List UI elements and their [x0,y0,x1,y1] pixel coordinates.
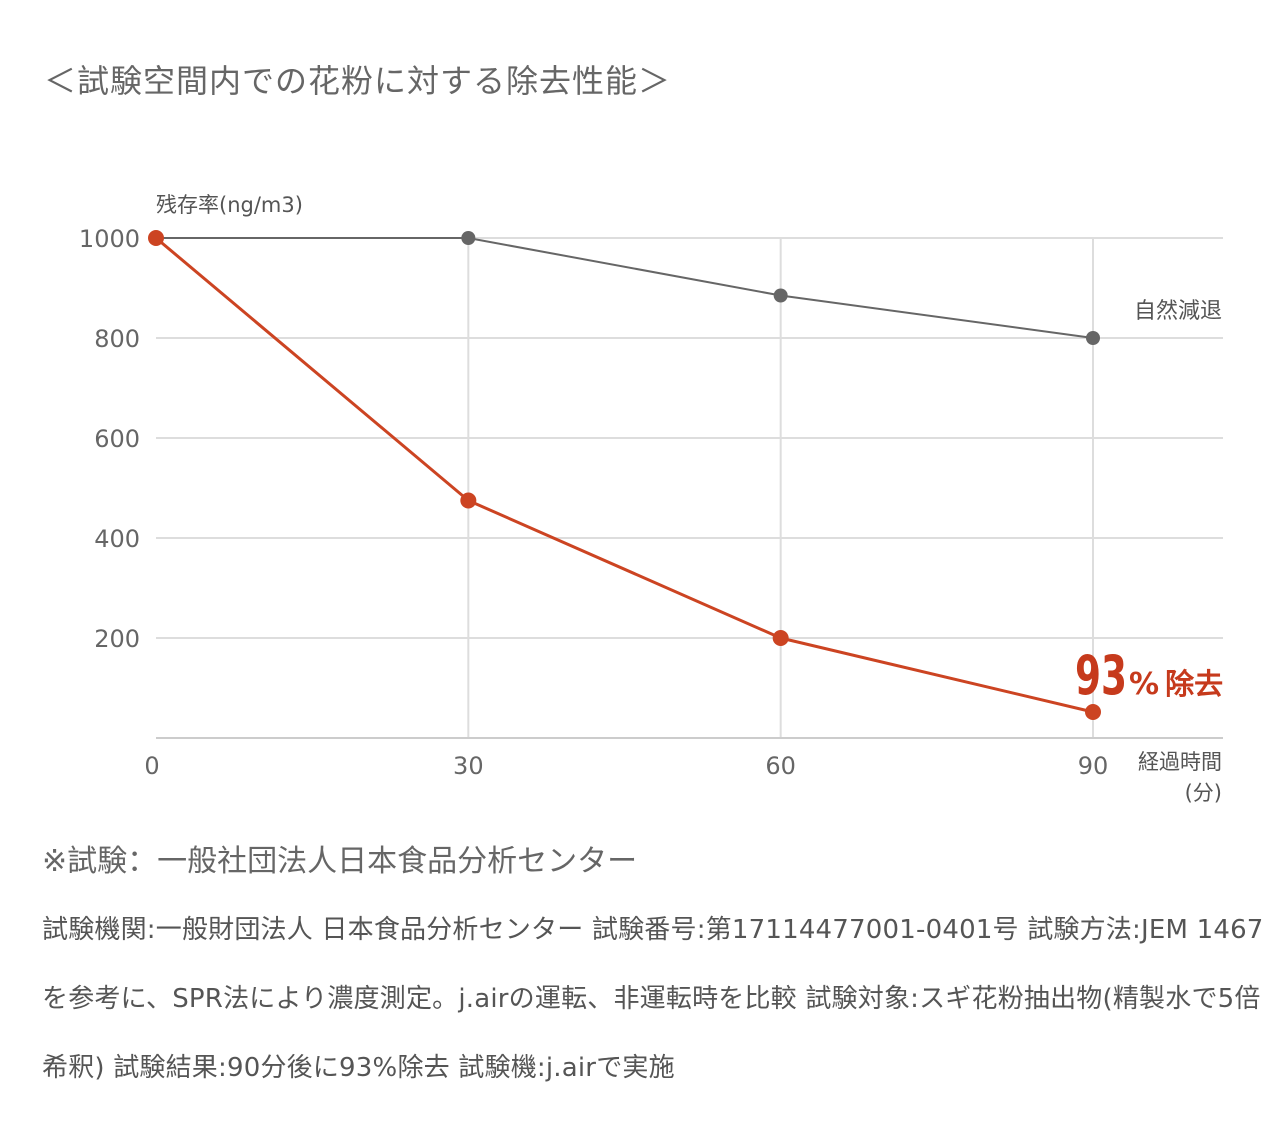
series-0-point-60 [773,288,788,303]
removal-annotation: 93% 除去 [1075,644,1223,707]
axis-labels: 200 400 600 800 1000 0 30 60 90 残存率(ng/m3) 経過時間 (分)… [79,193,1223,805]
x-tick-label-60: 60 [765,752,796,780]
y-tick-label-400: 400 [94,525,140,553]
x-tick-label-30: 30 [453,752,484,780]
series-0-label: 自然減退 [1134,299,1222,324]
y-tick-label-1000: 1000 [79,225,140,253]
series-1-point-0 [148,230,164,246]
x-axis-unit-label: (分) [1185,781,1222,805]
x-tick-label-90: 90 [1078,752,1109,780]
note-body: 試験機関:一般財団法人 日本食品分析センター 試験番号:第17114477001… [42,915,1264,1083]
series-1-point-90 [1085,704,1101,720]
x-tick-label-0: 0 [144,752,159,780]
y-tick-label-600: 600 [94,425,140,453]
removal-annotation-percent: % [1129,667,1159,702]
series-0-line [156,237,1094,339]
note-heading: ※試験：一般社団法人日本食品分析センター [42,844,638,879]
series-1-line [155,236,1094,714]
series-0-point-90 [1086,331,1100,345]
removal-annotation-suffix: 除去 [1165,667,1223,701]
y-tick-label-200: 200 [94,625,140,653]
x-axis-label: 経過時間 [1138,750,1222,774]
series-group [148,230,1101,720]
line-chart: 200 400 600 800 1000 0 30 60 90 残存率(ng/m3) 経過時間 (分)… [79,193,1223,805]
y-axis-label: 残存率(ng/m3) [156,193,303,217]
chart-title: ＜試験空間内での花粉に対する除去性能＞ [44,62,672,100]
removal-annotation-number: 93 [1075,644,1127,707]
series-0-point-30 [461,231,476,245]
series-1-point-30 [460,492,477,509]
y-tick-label-800: 800 [94,325,140,353]
grid-lines [156,237,1223,738]
series-1-point-60 [772,630,789,646]
